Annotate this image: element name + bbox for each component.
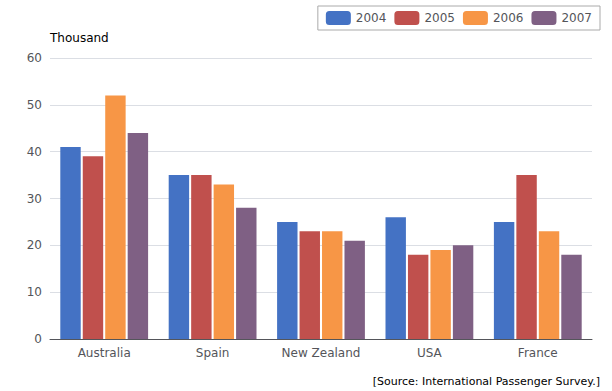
svg-text:30: 30 — [27, 192, 42, 206]
svg-text:Thousand: Thousand — [49, 31, 109, 45]
svg-text:New Zealand: New Zealand — [282, 346, 361, 360]
svg-text:50: 50 — [27, 98, 42, 112]
svg-text:Spain: Spain — [196, 346, 230, 360]
svg-text:[Source: International Passeng: [Source: International Passenger Survey.… — [373, 375, 600, 388]
svg-text:40: 40 — [27, 145, 42, 159]
svg-text:USA: USA — [417, 346, 443, 360]
svg-text:20: 20 — [27, 238, 42, 252]
svg-text:60: 60 — [27, 51, 42, 65]
svg-text:0: 0 — [34, 332, 42, 346]
svg-text:2004: 2004 — [356, 11, 387, 25]
svg-text:2007: 2007 — [561, 11, 592, 25]
svg-text:France: France — [518, 346, 558, 360]
svg-text:2005: 2005 — [424, 11, 455, 25]
svg-text:10: 10 — [27, 285, 42, 299]
svg-text:Australia: Australia — [78, 346, 131, 360]
svg-text:2006: 2006 — [493, 11, 524, 25]
